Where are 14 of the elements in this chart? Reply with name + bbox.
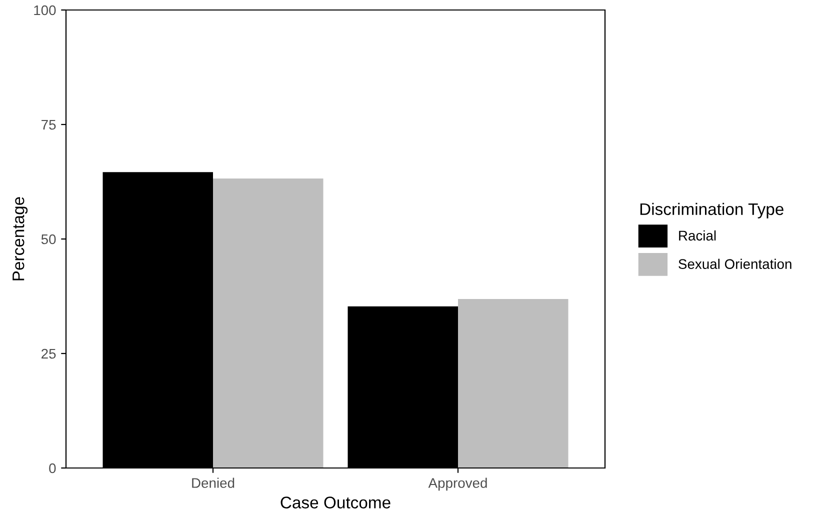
legend-label: Racial bbox=[679, 230, 716, 241]
x-tick-label: Approved bbox=[428, 478, 487, 491]
y-tick-label: 25 bbox=[42, 348, 56, 359]
legend-title: Discrimination Type bbox=[640, 202, 784, 218]
y-axis-title: Percentage bbox=[12, 197, 28, 280]
y-tick-label: 75 bbox=[42, 120, 56, 130]
bar bbox=[213, 178, 324, 468]
y-tick-label: 50 bbox=[41, 234, 56, 244]
legend-label: Sexual Orientation bbox=[678, 258, 792, 269]
y-tick-label: 0 bbox=[49, 463, 56, 474]
y-tick-label: 100 bbox=[34, 5, 56, 16]
x-axis-title: Case Outcome bbox=[280, 496, 390, 508]
bar bbox=[458, 299, 568, 468]
x-tick-label: Denied bbox=[192, 478, 234, 488]
